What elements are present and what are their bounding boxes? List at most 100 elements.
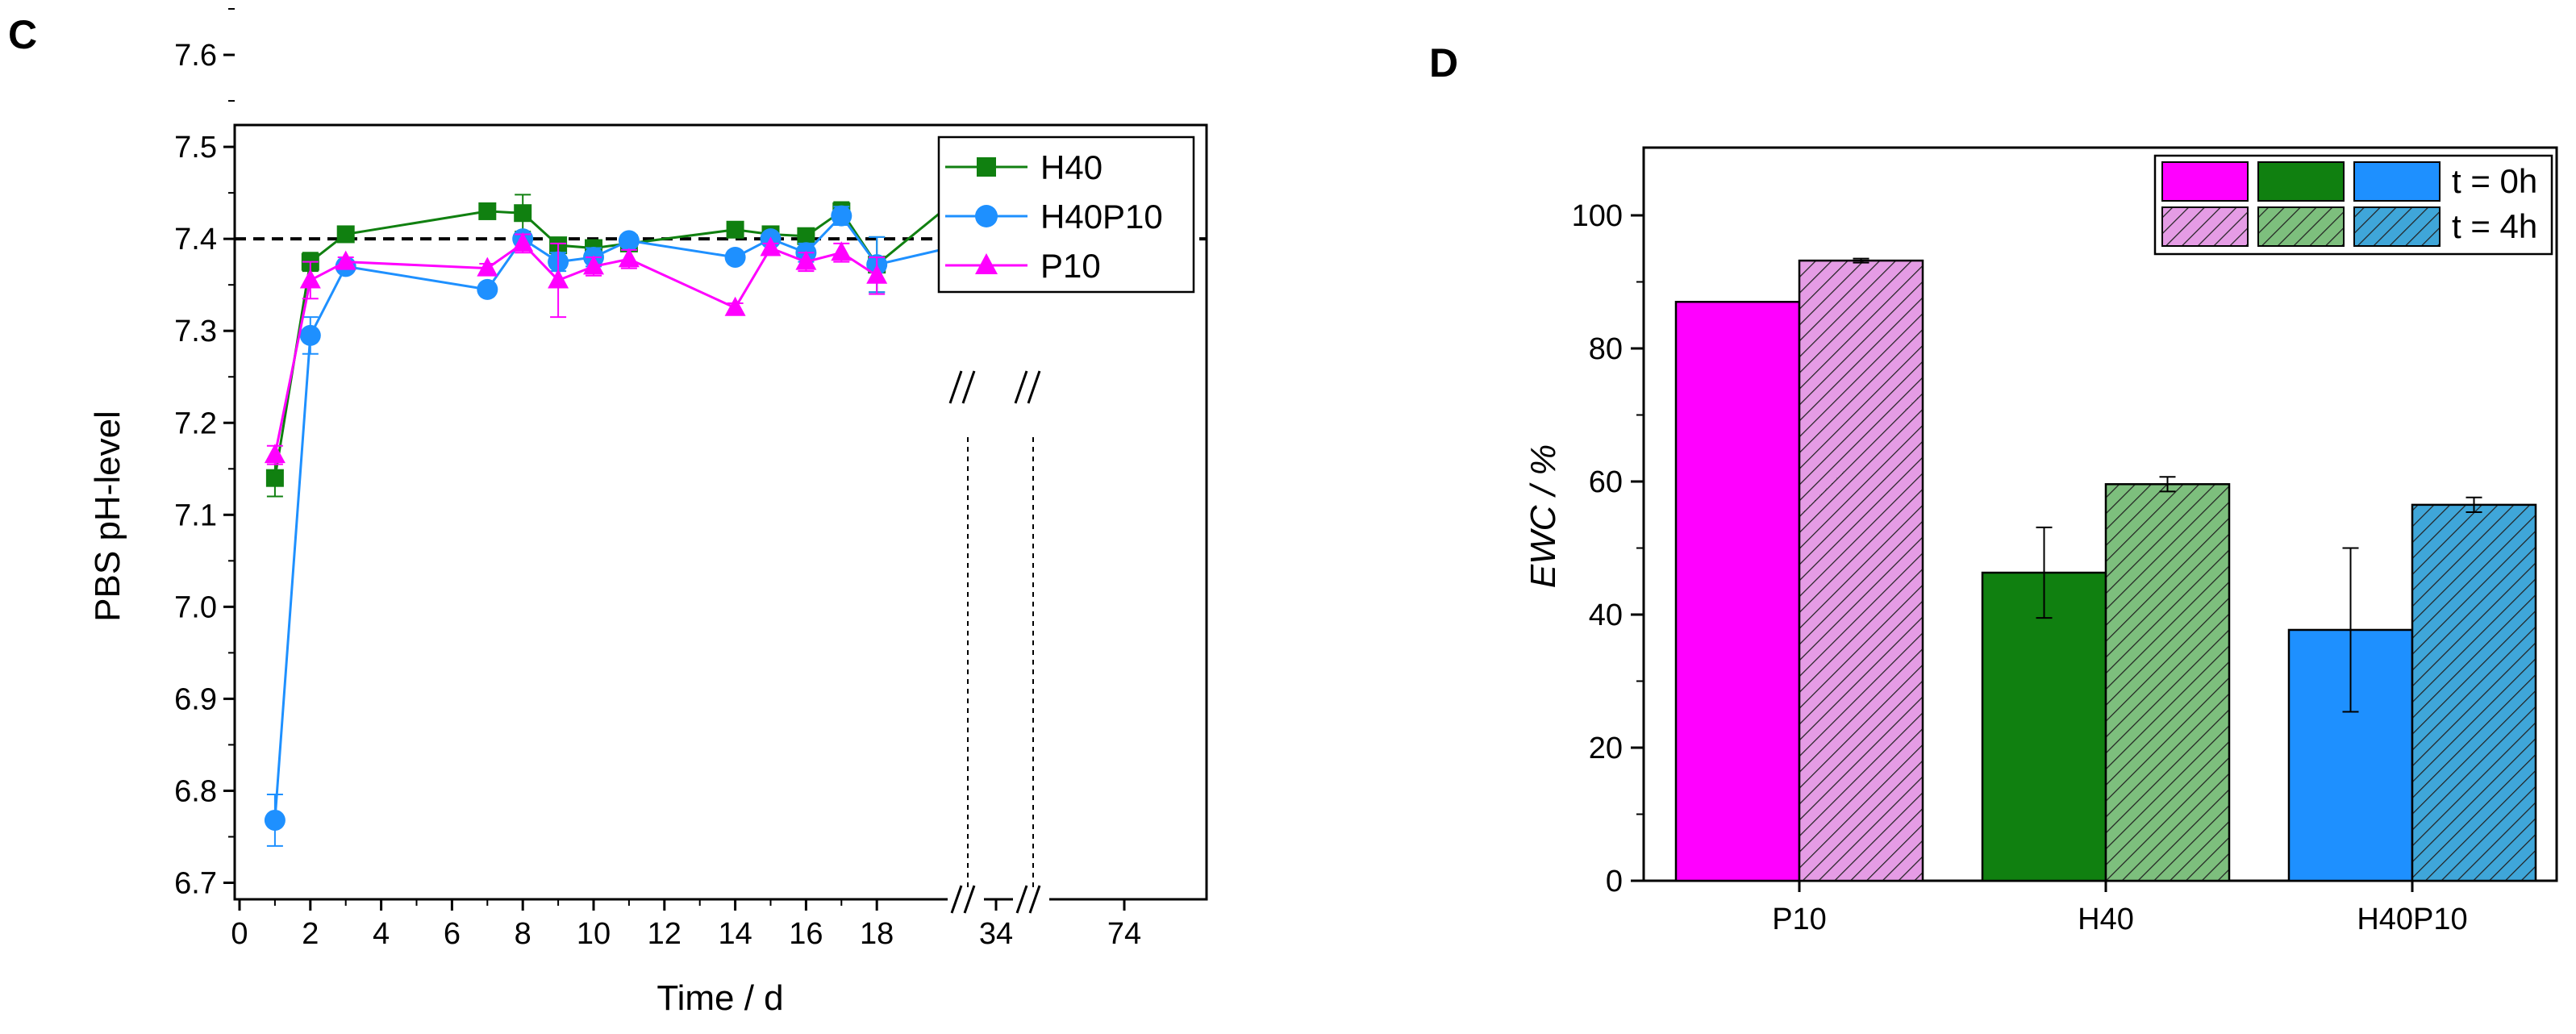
y-axis: 6.76.86.97.07.17.27.37.47.57.67.7 bbox=[174, 8, 235, 901]
bar-h40-t0 bbox=[1981, 571, 2107, 882]
marker-square bbox=[977, 157, 996, 177]
y-axis-title: EWC / % bbox=[1524, 444, 1563, 588]
legend-swatch bbox=[2353, 206, 2441, 247]
marker-triangle bbox=[760, 236, 782, 256]
marker-square bbox=[514, 204, 532, 223]
x-axis: 0 2 4 6 8 10 12 14 16 18 34 74 bbox=[231, 899, 1141, 951]
legend-swatch bbox=[2161, 161, 2249, 202]
y-tick-label: 0 bbox=[1606, 865, 1623, 898]
legend-swatch bbox=[2257, 206, 2345, 247]
y-tick-label: 7.4 bbox=[174, 223, 217, 256]
x-axis: P10 H40 H40P10 bbox=[1772, 881, 2468, 936]
legend-swatch bbox=[2353, 161, 2441, 202]
marker-square bbox=[478, 202, 497, 220]
ewc-bar-chart: 0 20 40 60 80 100 P10 H40 H40P10 EWC / % t = 0h… bbox=[1524, 146, 2558, 936]
y-tick-label: 60 bbox=[1589, 465, 1623, 499]
x-tick-label: 34 bbox=[979, 917, 1013, 951]
legend-label: t = 0h bbox=[2452, 162, 2537, 200]
panel-d-label: D bbox=[1429, 40, 1458, 85]
marker-circle bbox=[264, 809, 286, 831]
y-tick-label: 6.8 bbox=[174, 774, 217, 808]
legend: t = 0h t = 4h bbox=[2153, 154, 2553, 256]
bar-h40-t4 bbox=[2104, 483, 2231, 882]
y-tick-label: 80 bbox=[1589, 332, 1623, 366]
bars bbox=[1674, 257, 2537, 882]
x-tick-label: 74 bbox=[1107, 917, 1141, 951]
marker-triangle bbox=[975, 253, 998, 274]
series-line bbox=[273, 209, 878, 478]
x-tick-label: 6 bbox=[444, 917, 461, 951]
ph-line-chart: 6.76.86.97.07.17.27.37.47.57.67.7 024681… bbox=[88, 8, 1208, 1018]
bar-p10-t4 bbox=[1798, 259, 1924, 882]
series-line bbox=[273, 241, 878, 456]
panel-c-label: C bbox=[8, 12, 37, 57]
series-group bbox=[264, 138, 1135, 847]
legend-label: P10 bbox=[1040, 247, 1101, 285]
marker-circle bbox=[618, 230, 640, 252]
series-h40p10 bbox=[264, 199, 1135, 847]
break-marks-axis bbox=[948, 885, 1049, 914]
marker-square bbox=[726, 220, 744, 239]
y-tick-label: 6.7 bbox=[174, 867, 217, 901]
x-tick-label: 14 bbox=[718, 917, 752, 951]
x-tick-label: P10 bbox=[1772, 903, 1827, 936]
x-tick-label: 16 bbox=[789, 917, 823, 951]
x-axis-title: Time / d bbox=[657, 978, 783, 1018]
x-tick-label: 4 bbox=[373, 917, 390, 951]
x-tick-label: 8 bbox=[515, 917, 531, 951]
marker-triangle bbox=[583, 255, 604, 275]
x-tick-label: H40 bbox=[2078, 903, 2134, 936]
marker-triangle bbox=[512, 231, 534, 252]
y-axis-title: PBS pH-level bbox=[88, 411, 127, 622]
marker-triangle bbox=[724, 296, 746, 316]
x-tick-label: 18 bbox=[860, 917, 894, 951]
legend: H40 H40P10 P10 bbox=[937, 136, 1195, 294]
legend-swatch bbox=[2161, 206, 2249, 247]
x-tick-label: 10 bbox=[577, 917, 611, 951]
y-tick-label: 100 bbox=[1572, 199, 1623, 233]
axis-break bbox=[948, 361, 1049, 914]
y-tick-label: 6.9 bbox=[174, 682, 217, 716]
marker-triangle bbox=[335, 250, 356, 270]
y-tick-label: 20 bbox=[1589, 732, 1623, 765]
marker-circle bbox=[477, 278, 498, 300]
y-tick-label: 7.5 bbox=[174, 131, 217, 165]
y-axis: 0 20 40 60 80 100 bbox=[1572, 199, 1644, 898]
legend-label: H40 bbox=[1040, 148, 1103, 186]
marker-triangle bbox=[831, 241, 852, 261]
legend-label: t = 4h bbox=[2452, 207, 2537, 245]
x-tick-label: 12 bbox=[648, 917, 682, 951]
marker-square bbox=[265, 469, 284, 487]
marker-triangle bbox=[618, 248, 640, 268]
marker-square bbox=[797, 227, 815, 245]
plot-frame bbox=[233, 123, 1208, 901]
marker-triangle bbox=[866, 264, 888, 284]
legend-label: H40P10 bbox=[1040, 198, 1163, 236]
y-tick-label: 7.3 bbox=[174, 315, 217, 348]
y-tick-label: 7.2 bbox=[174, 407, 217, 440]
y-tick-label: 40 bbox=[1589, 598, 1623, 632]
y-tick-label: 7.1 bbox=[174, 498, 217, 532]
marker-circle bbox=[299, 324, 321, 346]
marker-square bbox=[336, 225, 355, 244]
x-tick-label: H40P10 bbox=[2357, 903, 2467, 936]
bar-p10-t0 bbox=[1674, 301, 1801, 882]
y-tick-label: 7.0 bbox=[174, 590, 217, 624]
marker-circle bbox=[724, 246, 746, 268]
break-marks-plot bbox=[948, 361, 1049, 434]
legend-swatch bbox=[2257, 161, 2345, 202]
marker-triangle bbox=[477, 256, 498, 277]
marker-circle bbox=[831, 205, 852, 227]
marker-circle bbox=[975, 205, 998, 227]
x-tick-label: 2 bbox=[302, 917, 319, 951]
series-line bbox=[273, 214, 878, 821]
marker-triangle bbox=[795, 250, 817, 270]
marker-triangle bbox=[548, 269, 569, 289]
x-tick-label: 0 bbox=[231, 917, 248, 951]
marker-triangle bbox=[299, 269, 321, 289]
series-p10 bbox=[264, 231, 888, 465]
marker-triangle bbox=[264, 444, 286, 464]
y-tick-label: 7.6 bbox=[174, 39, 217, 73]
bar-h40p10-t4 bbox=[2411, 503, 2537, 882]
